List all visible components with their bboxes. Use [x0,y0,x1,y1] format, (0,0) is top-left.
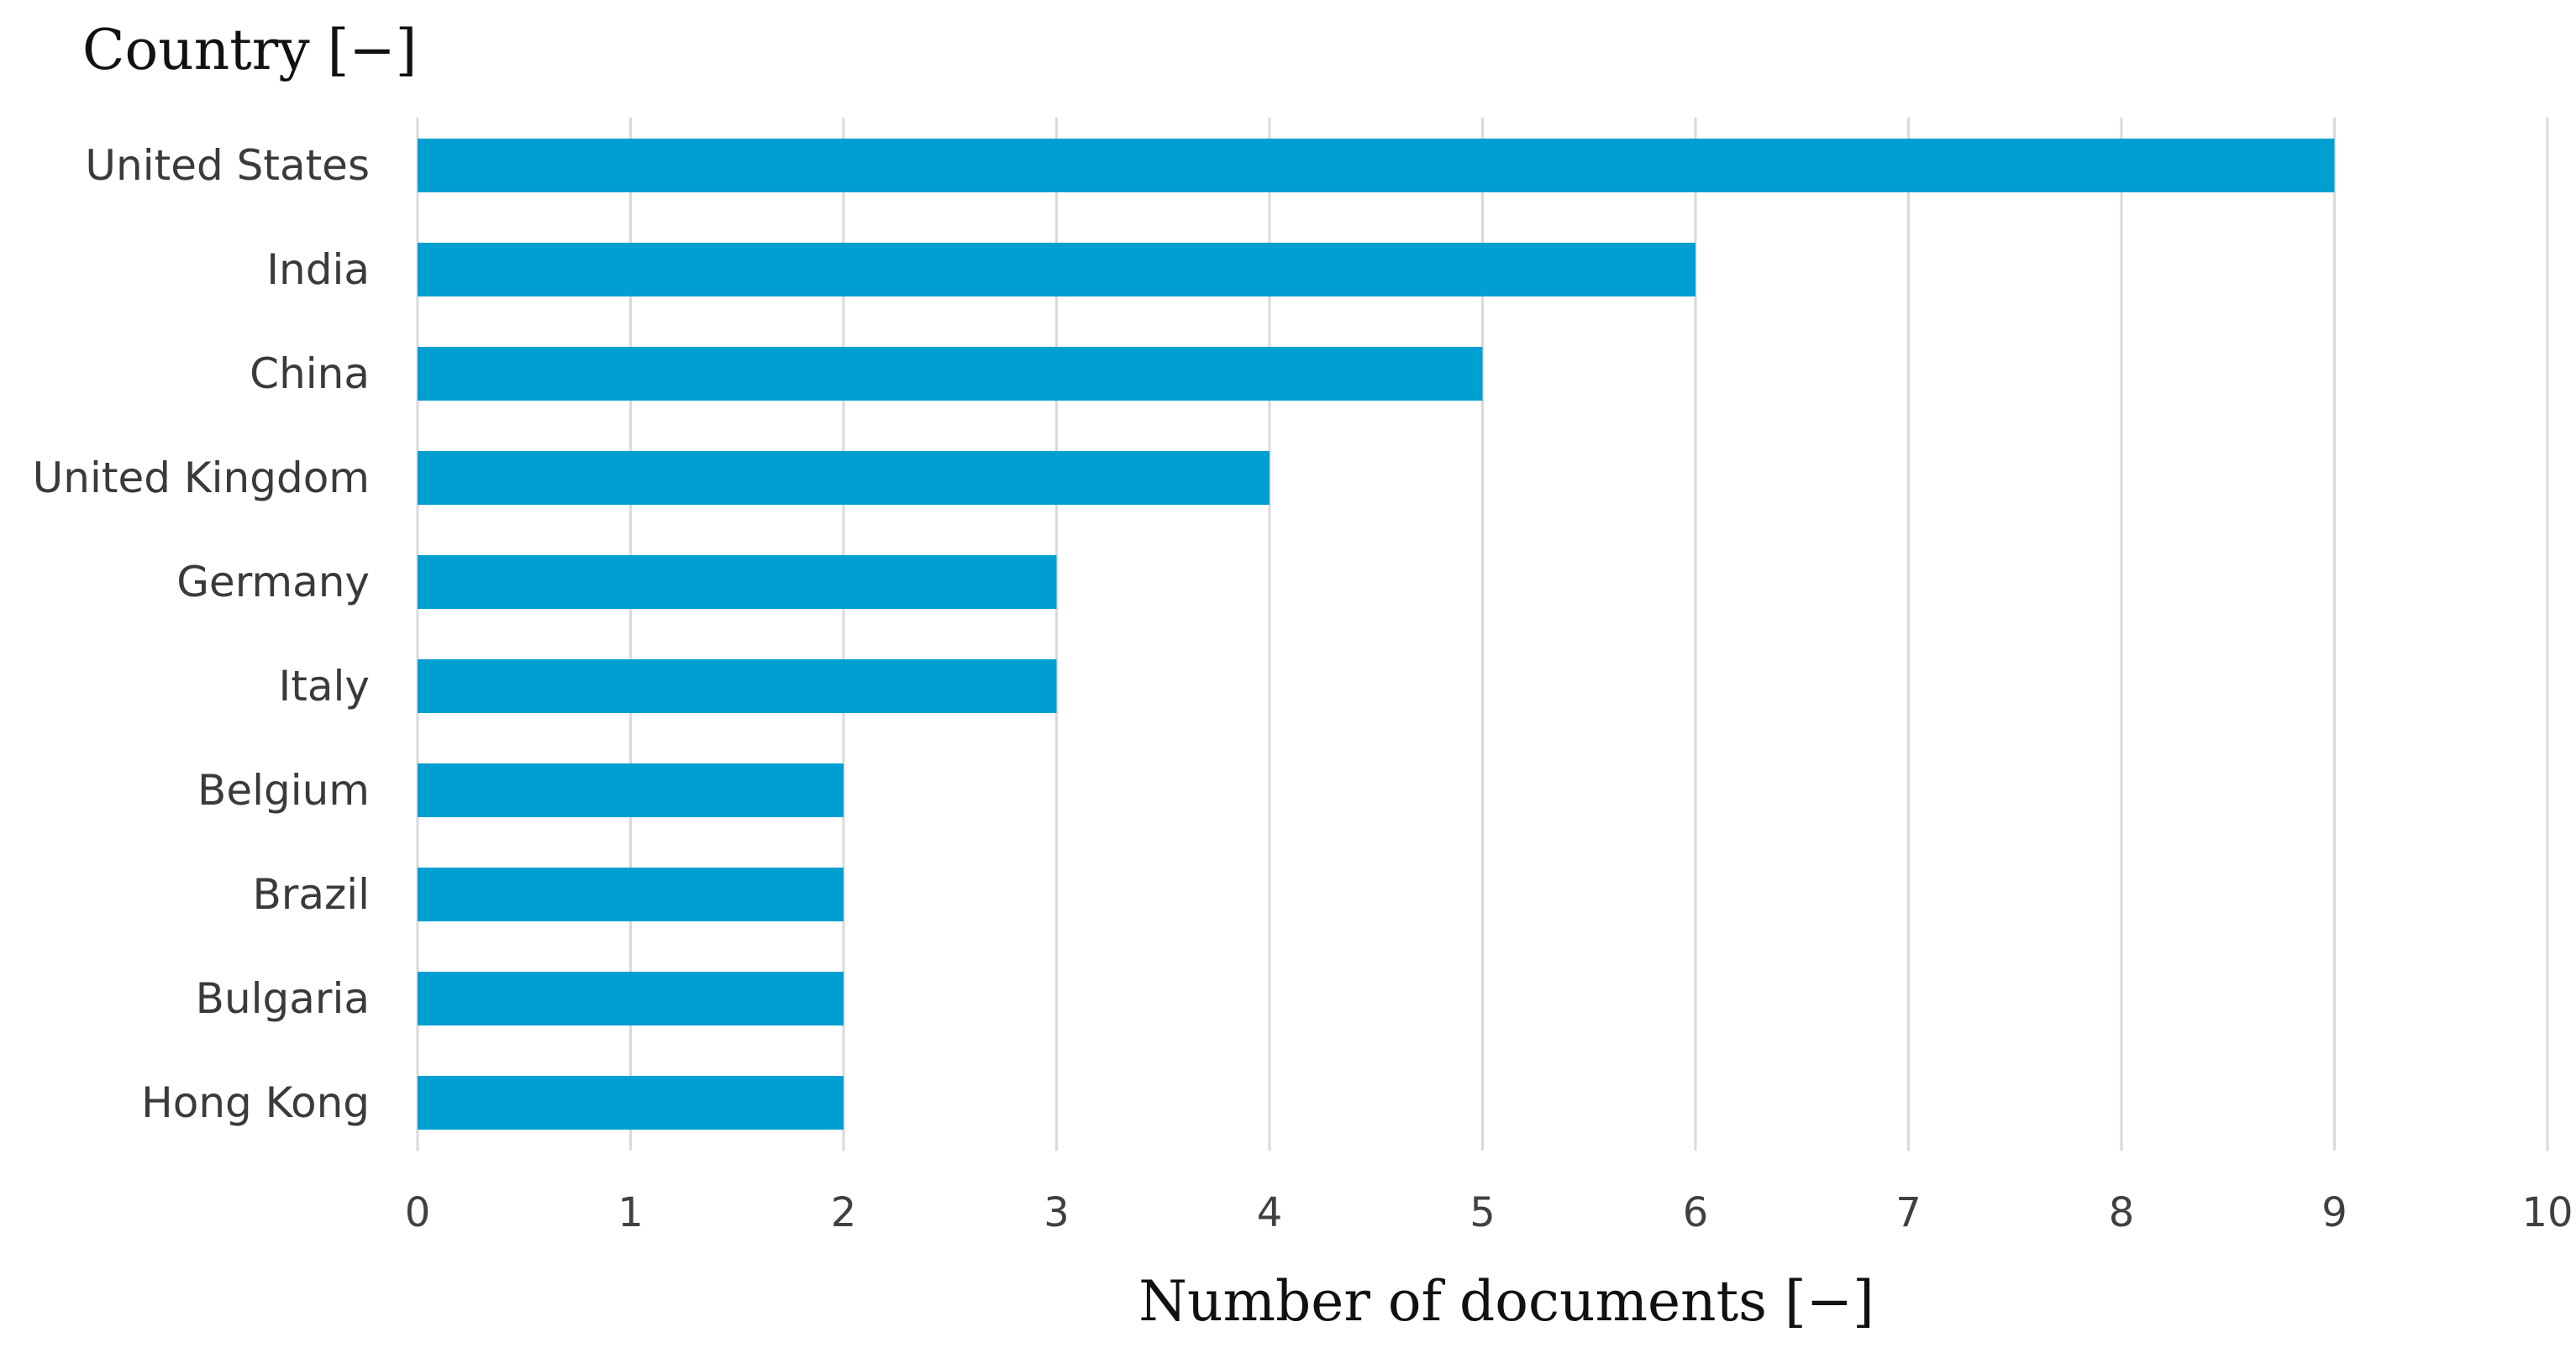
bar-india [418,243,1695,296]
y-tick-label: Belgium [197,766,370,815]
x-tick-label: 5 [1469,1189,1496,1236]
x-tick-label: 9 [2321,1189,2347,1236]
bar-united-kingdom [418,451,1270,505]
x-axis-title: Number of documents [−] [1138,1269,1874,1334]
y-axis-title: Country [−] [82,18,417,82]
bar-italy [418,659,1057,713]
y-tick-label: Brazil [252,870,370,919]
bar-belgium [418,763,844,817]
y-tick-label: Germany [176,558,370,606]
bar-hong-kong [418,1076,844,1130]
x-tick-label: 7 [1895,1189,1921,1236]
y-tick-label: China [250,349,370,398]
x-tick-label: 8 [2109,1189,2135,1236]
x-tick-label: 0 [405,1189,431,1236]
bar-germany [418,555,1057,609]
y-tick-label: Bulgaria [196,974,370,1023]
x-axis-ticks: 0 1 2 3 4 5 6 7 8 9 10 [405,1189,2573,1236]
y-tick-label: Italy [279,662,370,711]
y-tick-label: Hong Kong [141,1078,370,1127]
bars [418,139,2335,1130]
bar-china [418,347,1483,401]
bar-brazil [418,868,844,921]
x-tick-label: 2 [831,1189,857,1236]
x-tick-label: 1 [618,1189,644,1236]
bar-united-states [418,139,2335,192]
y-tick-label: India [266,245,370,294]
x-tick-label: 10 [2521,1189,2573,1236]
x-tick-label: 6 [1683,1189,1709,1236]
y-axis-ticks: United States India China United Kingdom Ger… [33,141,370,1127]
bar-bulgaria [418,972,844,1025]
x-tick-label: 3 [1044,1189,1070,1236]
x-tick-label: 4 [1257,1189,1283,1236]
y-tick-label: United Kingdom [33,454,370,502]
y-tick-label: United States [85,141,370,190]
